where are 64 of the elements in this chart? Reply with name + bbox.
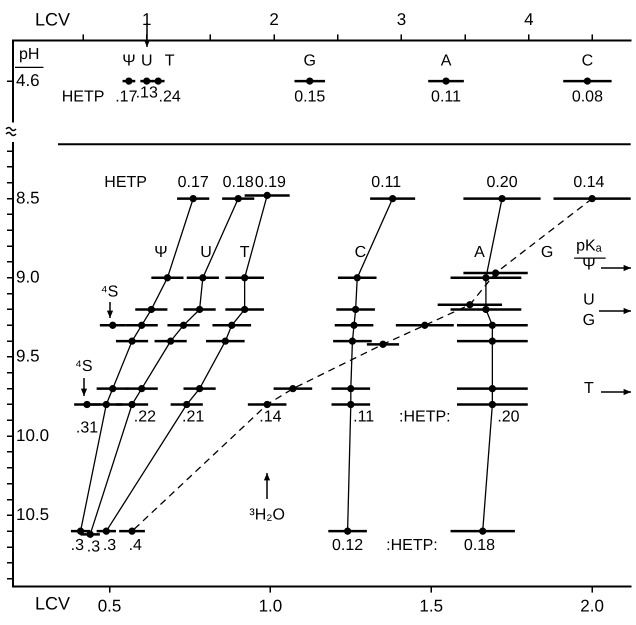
annotation: T bbox=[240, 244, 250, 261]
annotation: Ψ bbox=[582, 256, 596, 274]
annotation: 0.19 bbox=[254, 174, 286, 192]
annotation: U bbox=[140, 52, 153, 70]
annotation: .13 bbox=[136, 84, 158, 102]
annotation: :HETP: bbox=[386, 536, 438, 554]
annotation: 0.18 bbox=[222, 174, 254, 192]
annotation: .3 bbox=[70, 536, 84, 554]
x-tick-label: 0.5 bbox=[98, 596, 122, 616]
annotation: HETP bbox=[104, 174, 147, 192]
x-tick-label: 1.5 bbox=[419, 596, 444, 616]
annotation: C bbox=[354, 244, 366, 261]
x-tick-label: 4 bbox=[524, 10, 534, 29]
annotation: 0.11 bbox=[431, 88, 462, 106]
annotation: 0.17 bbox=[178, 174, 209, 192]
annotation: ³H₂O bbox=[249, 506, 285, 524]
y-tick-label: 9.0 bbox=[16, 267, 40, 286]
y-tick-label: 4.6 bbox=[16, 70, 40, 90]
annotation: C bbox=[582, 52, 594, 70]
annotation: HETP bbox=[62, 88, 104, 106]
y-tick-label: 10.0 bbox=[16, 426, 50, 445]
annotation: 0.20 bbox=[486, 174, 518, 192]
annotation: U bbox=[200, 244, 212, 261]
annotation: .3 bbox=[102, 536, 116, 554]
annotation: Ψ bbox=[154, 244, 168, 261]
annotation: .3 bbox=[86, 538, 100, 556]
annotation: .14 bbox=[259, 408, 282, 426]
annotation: Ψ bbox=[122, 52, 136, 70]
annotation: ⁴S bbox=[75, 358, 93, 375]
x-tick-label: 3 bbox=[396, 10, 406, 29]
annotation: ⁴S bbox=[100, 283, 118, 300]
annotation: pKₐ bbox=[576, 238, 603, 255]
annotation: 0.14 bbox=[573, 174, 605, 192]
annotation: A bbox=[440, 52, 452, 70]
annotation: .22 bbox=[134, 408, 156, 426]
x-axis-title: LCV bbox=[35, 594, 70, 614]
annotation: .20 bbox=[497, 408, 520, 426]
annotation: 0.12 bbox=[332, 536, 364, 554]
y-tick-label: 8.5 bbox=[16, 188, 40, 208]
annotation: 0.15 bbox=[294, 88, 326, 106]
annotation: .4 bbox=[128, 536, 142, 554]
annotation: .17 bbox=[115, 88, 138, 106]
annotation: G bbox=[582, 312, 596, 329]
annotation: 0.18 bbox=[464, 536, 496, 554]
annotation: .21 bbox=[182, 408, 204, 426]
x-tick-label: 2.0 bbox=[580, 596, 604, 616]
annotation: 0.11 bbox=[371, 174, 402, 192]
annotation: .24 bbox=[158, 88, 181, 106]
annotation: .11 bbox=[353, 408, 374, 426]
y-tick-label: 10.5 bbox=[16, 505, 50, 524]
annotation: G bbox=[304, 52, 316, 70]
annotation: U bbox=[583, 291, 595, 308]
x-tick-label: 1.0 bbox=[258, 596, 282, 616]
annotation: T bbox=[164, 52, 175, 70]
annotation: .31 bbox=[76, 420, 98, 437]
annotation: :HETP: bbox=[399, 408, 451, 426]
x-tick-label: 2 bbox=[269, 10, 279, 29]
annotation: A bbox=[474, 244, 486, 261]
annotation: G bbox=[540, 244, 554, 261]
y-tick-label: 9.5 bbox=[16, 346, 40, 366]
x-axis-title: LCV bbox=[35, 9, 70, 30]
y-axis-title: pH bbox=[19, 46, 40, 63]
annotation: 0.08 bbox=[572, 88, 604, 106]
annotation: T bbox=[584, 380, 594, 398]
